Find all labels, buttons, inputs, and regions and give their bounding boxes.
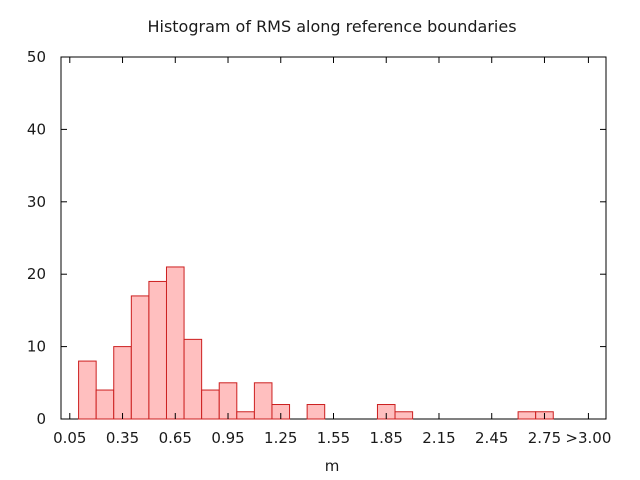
x-tick-label: 1.85 <box>370 429 403 447</box>
chart-title: Histogram of RMS along reference boundar… <box>147 17 516 36</box>
histogram-bar <box>130 295 150 420</box>
x-tick-label: 0.65 <box>159 429 192 447</box>
x-tick-label: 2.45 <box>475 429 508 447</box>
y-tick-label: 10 <box>27 338 46 356</box>
x-tick-label: >3.00 <box>565 429 611 447</box>
histogram-bar <box>183 338 203 420</box>
histogram-bar <box>306 404 326 420</box>
histogram-bar <box>148 280 167 420</box>
bars-group <box>78 266 554 420</box>
histogram-bar <box>253 382 273 420</box>
histogram-bar <box>165 266 185 420</box>
y-axis: 0 10 20 30 40 50 <box>27 48 606 428</box>
histogram-bar <box>113 346 132 420</box>
histogram-bar <box>95 389 115 420</box>
x-axis-label: m <box>325 457 340 475</box>
y-tick-label: 50 <box>27 48 46 66</box>
y-tick-label: 30 <box>27 193 46 211</box>
y-tick-label: 40 <box>27 120 46 138</box>
x-tick-label: 0.05 <box>53 429 86 447</box>
y-tick-label: 0 <box>36 410 46 428</box>
x-tick-label: 0.95 <box>211 429 244 447</box>
x-axis: 0.05 0.35 0.65 0.95 1.25 1.55 1.85 2.15 2.45 2.75… <box>53 57 611 447</box>
x-tick-label: 0.35 <box>106 429 139 447</box>
x-tick-label: 1.55 <box>317 429 350 447</box>
histogram-bar <box>236 411 255 420</box>
histogram-bar <box>517 411 537 420</box>
histogram-bar <box>201 389 220 420</box>
x-tick-label: 1.25 <box>264 429 297 447</box>
y-tick-label: 20 <box>27 265 46 283</box>
histogram-bar <box>78 360 97 420</box>
x-tick-label: 2.15 <box>422 429 455 447</box>
histogram-bar <box>394 411 414 420</box>
x-tick-label: 2.75 <box>528 429 561 447</box>
